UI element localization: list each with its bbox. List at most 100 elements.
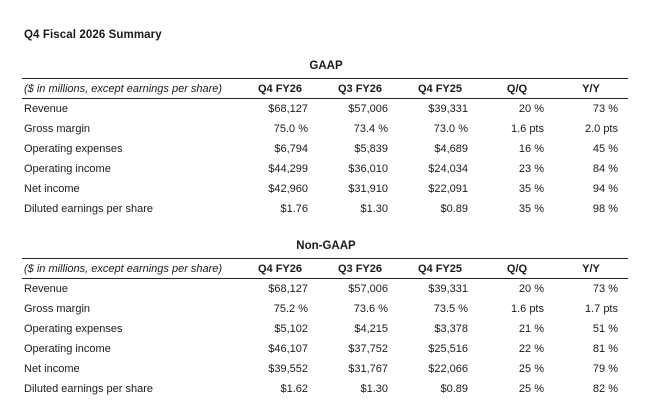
cell-q4-fy25: 73.0 %: [433, 123, 468, 135]
cell-yy-change: 51 %: [592, 323, 618, 335]
row-label: Net income: [24, 183, 80, 195]
cell-qq-change: 22 %: [518, 343, 544, 355]
cell-q4-fy25: $3,378: [434, 323, 468, 335]
cell-q4-fy26: $1.76: [280, 203, 308, 215]
row-label: Revenue: [24, 103, 69, 115]
gaap-table: ($ in millions, except earnings per shar…: [22, 78, 628, 219]
row-label: Operating income: [24, 163, 111, 175]
non-gaap-section-title: Non-GAAP: [22, 238, 628, 254]
cell-q4-fy26: $1.62: [280, 383, 308, 395]
column-header-description: ($ in millions, except earnings per shar…: [24, 82, 223, 95]
cell-qq-change: 35 %: [518, 183, 544, 195]
column-header-qq: Q/Q: [506, 82, 528, 95]
cell-qq-change: 16 %: [518, 143, 544, 155]
cell-yy-change: 84 %: [592, 163, 618, 175]
column-header-q4-fy26: Q4 FY26: [257, 82, 303, 95]
cell-q3-fy26: $1.30: [360, 203, 388, 215]
cell-q3-fy26: $1.30: [360, 383, 388, 395]
cell-q4-fy26: $68,127: [268, 103, 308, 115]
cell-qq-change: 20 %: [518, 103, 544, 115]
cell-yy-change: 1.7 pts: [584, 303, 618, 315]
table-row: Operating expenses $6,794 $5,839 $4,689 16 %…: [22, 139, 628, 159]
cell-q4-fy26: $68,127: [268, 283, 308, 295]
cell-yy-change: 73 %: [592, 103, 618, 115]
table-row: Net income $42,960 $31,910 $22,091 35 % 94 %: [22, 179, 628, 199]
table-row: Operating expenses $5,102 $4,215 $3,378 21 %…: [22, 319, 628, 339]
cell-yy-change: 2.0 pts: [584, 123, 618, 135]
cell-qq-change: 25 %: [518, 383, 544, 395]
cell-yy-change: 73 %: [592, 283, 618, 295]
cell-q4-fy26: $42,960: [268, 183, 308, 195]
column-header-q4-fy25: Q4 FY25: [417, 262, 463, 275]
cell-qq-change: 35 %: [518, 203, 544, 215]
cell-q4-fy26: $5,102: [274, 323, 308, 335]
cell-yy-change: 79 %: [592, 363, 618, 375]
cell-qq-change: 1.6 pts: [510, 123, 544, 135]
row-label: Operating income: [24, 343, 111, 355]
table-row: Operating income $46,107 $37,752 $25,516 22 …: [22, 339, 628, 359]
table-row: Revenue $68,127 $57,006 $39,331 20 % 73 %: [22, 99, 628, 120]
table-row: Diluted earnings per share $1.76 $1.30 $0.8…: [22, 199, 628, 219]
gaap-section-title: GAAP: [22, 58, 628, 74]
column-header-q3-fy26: Q3 FY26: [337, 82, 383, 95]
cell-yy-change: 45 %: [592, 143, 618, 155]
table-row: Gross margin 75.0 % 73.4 % 73.0 % 1.6 pts 2.0…: [22, 119, 628, 139]
cell-qq-change: 20 %: [518, 283, 544, 295]
cell-yy-change: 82 %: [592, 383, 618, 395]
cell-q4-fy25: $0.89: [440, 383, 468, 395]
cell-q4-fy25: $25,516: [428, 343, 468, 355]
cell-qq-change: 25 %: [518, 363, 544, 375]
document-title: Q4 Fiscal 2026 Summary: [24, 29, 162, 41]
cell-q3-fy26: $57,006: [348, 103, 388, 115]
cell-q4-fy25: $22,091: [428, 183, 468, 195]
column-header-description: ($ in millions, except earnings per shar…: [24, 262, 223, 275]
row-label: Operating expenses: [24, 323, 123, 335]
cell-q4-fy26: $39,552: [268, 363, 308, 375]
row-label: Operating expenses: [24, 143, 123, 155]
row-label: Gross margin: [24, 303, 91, 315]
cell-q4-fy26: $46,107: [268, 343, 308, 355]
cell-q4-fy25: $39,331: [428, 283, 468, 295]
cell-qq-change: 1.6 pts: [510, 303, 544, 315]
column-header-qq: Q/Q: [506, 262, 528, 275]
cell-q4-fy25: $4,689: [434, 143, 468, 155]
cell-q4-fy25: $22,066: [428, 363, 468, 375]
table-row: Diluted earnings per share $1.62 $1.30 $0.8…: [22, 379, 628, 399]
non-gaap-title-text: Non-GAAP: [296, 240, 356, 252]
cell-q3-fy26: $36,010: [348, 163, 388, 175]
table-row: Operating income $44,299 $36,010 $24,034 23 …: [22, 159, 628, 179]
cell-q3-fy26: $31,910: [348, 183, 388, 195]
row-label: Diluted earnings per share: [24, 383, 154, 395]
column-header-yy: Y/Y: [582, 262, 600, 275]
cell-q4-fy25: $0.89: [440, 203, 468, 215]
column-header-q4-fy25: Q4 FY25: [417, 82, 463, 95]
table-row: Gross margin 75.2 % 73.6 % 73.5 % 1.6 pts 1.7…: [22, 299, 628, 319]
cell-qq-change: 21 %: [518, 323, 544, 335]
cell-q4-fy25: 73.5 %: [433, 303, 468, 315]
cell-yy-change: 98 %: [592, 203, 618, 215]
gaap-title-text: GAAP: [309, 60, 343, 72]
table-header-row: ($ in millions, except earnings per shar…: [22, 258, 628, 279]
cell-q4-fy25: $24,034: [428, 163, 468, 175]
cell-q4-fy26: 75.0 %: [273, 123, 308, 135]
cell-yy-change: 94 %: [592, 183, 618, 195]
cell-q4-fy26: $44,299: [268, 163, 308, 175]
gaap-section: GAAP ($ in millions, except earnings per…: [22, 58, 628, 219]
cell-q3-fy26: 73.6 %: [353, 303, 388, 315]
non-gaap-table: ($ in millions, except earnings per shar…: [22, 258, 628, 399]
cell-q3-fy26: $4,215: [354, 323, 388, 335]
row-label: Net income: [24, 363, 80, 375]
cell-q3-fy26: $57,006: [348, 283, 388, 295]
column-header-q4-fy26: Q4 FY26: [257, 262, 303, 275]
column-header-yy: Y/Y: [582, 82, 600, 95]
cell-q3-fy26: $31,767: [348, 363, 388, 375]
cell-qq-change: 23 %: [518, 163, 544, 175]
cell-q4-fy26: $6,794: [274, 143, 308, 155]
table-header-row: ($ in millions, except earnings per shar…: [22, 78, 628, 99]
cell-q4-fy25: $39,331: [428, 103, 468, 115]
row-label: Gross margin: [24, 123, 91, 135]
row-label: Diluted earnings per share: [24, 203, 154, 215]
row-label: Revenue: [24, 283, 69, 295]
cell-q3-fy26: $5,839: [354, 143, 388, 155]
table-row: Net income $39,552 $31,767 $22,066 25 % 79 %: [22, 359, 628, 379]
